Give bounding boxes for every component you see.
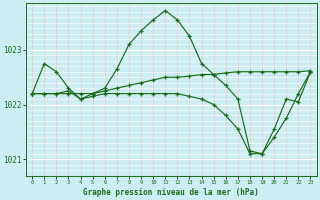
X-axis label: Graphe pression niveau de la mer (hPa): Graphe pression niveau de la mer (hPa) [84,188,259,197]
